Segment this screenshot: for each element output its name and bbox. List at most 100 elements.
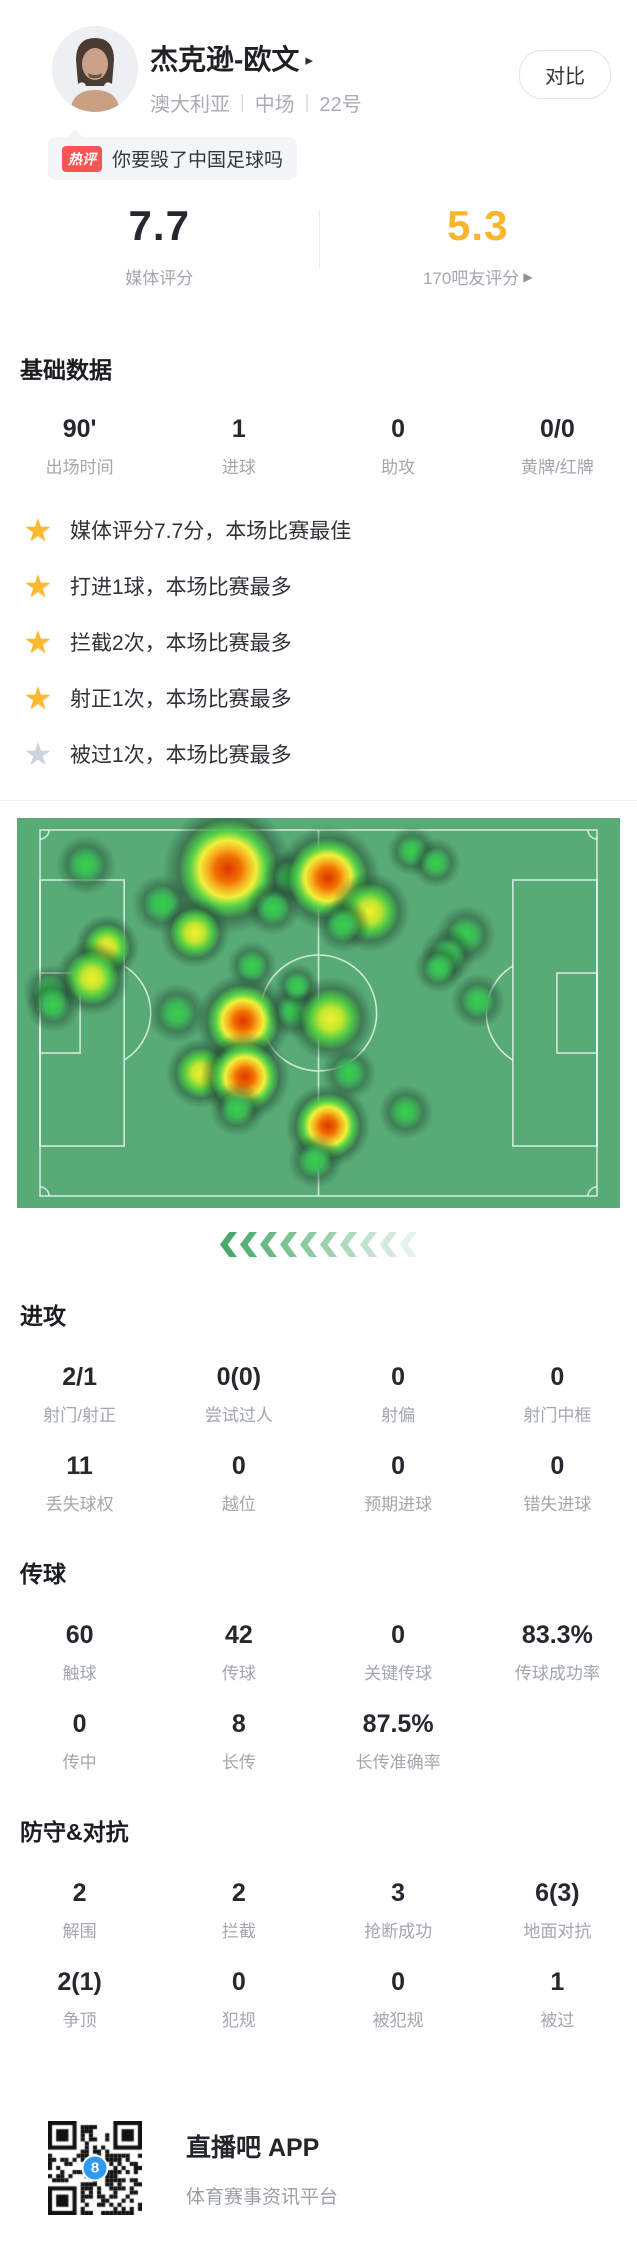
pitch-heatmap [17,818,620,1208]
defense-grid: 2 解围 2 拦截 3 抢断成功 6(3) 地面对抗 2(1) 争顶 0 犯规 … [0,1853,637,2031]
app-logo-badge: 8 [82,2155,109,2182]
stat-cell: 90' 出场时间 [0,391,159,478]
stat-value: 0 [478,1363,637,1392]
footer-text: 直播吧 APP 体育赛事资讯平台 [186,2128,338,2209]
player-number: 22号 [319,88,361,117]
name-expand-icon: ▸ [305,51,313,69]
stat-label: 射偏 [319,1401,478,1426]
stat-value: 0(0) [159,1363,318,1392]
chevron-row [0,1232,637,1257]
stat-label: 犯规 [159,2006,318,2031]
stat-value: 87.5% [319,1710,478,1739]
stat-value: 42 [159,1621,318,1650]
stat-cell: 2/1 射门/射正 [0,1337,159,1426]
stat-label: 黄牌/红牌 [478,453,637,478]
basic-data-grid: 90' 出场时间 1 进球 0 助攻 0/0 黄牌/红牌 [0,391,637,478]
fan-rating: 5.3 170吧友评分 ▶ [319,202,637,289]
stat-value: 1 [159,415,318,444]
chevron-left-icon [260,1232,277,1257]
stat-cell: 87.5% 长传准确率 [319,1684,478,1773]
stat-label: 拦截 [159,1917,318,1942]
highlight-text: 媒体评分7.7分，本场比赛最佳 [70,515,351,545]
stat-cell: 3 抢断成功 [319,1853,478,1942]
stat-cell: 0 越位 [159,1426,318,1515]
player-header: 杰克逊-欧文 ▸ 澳大利亚 | 中场 | 22号 对比 [0,0,637,117]
highlight-text: 被过1次，本场比赛最多 [70,739,292,769]
attack-section: 进攻 2/1 射门/射正 0(0) 尝试过人 0 射偏 0 射门中框 11 丢失… [0,1297,637,1515]
stat-cell: 0 犯规 [159,1942,318,2031]
stat-cell: 1 进球 [159,391,318,478]
stat-cell: 0 被犯规 [319,1942,478,2031]
stat-value: 6(3) [478,1879,637,1908]
stat-cell: 6(3) 地面对抗 [478,1853,637,1942]
stat-label: 长传 [159,1748,318,1773]
stat-value: 0 [319,415,478,444]
hot-comment-bubble[interactable]: 热评 你要毁了中国足球吗 [48,137,297,180]
stat-value: 0 [0,1710,159,1739]
heatmap-section [0,800,637,1257]
stat-label: 长传准确率 [319,1748,478,1773]
player-avatar [52,26,138,112]
stat-cell: 0 传中 [0,1684,159,1773]
highlight-text: 拦截2次，本场比赛最多 [70,627,292,657]
chevron-left-icon [300,1232,317,1257]
stat-cell: 0/0 黄牌/红牌 [478,391,637,478]
stat-label: 错失进球 [478,1490,637,1515]
stat-cell: 0(0) 尝试过人 [159,1337,318,1426]
ratings-row: 7.7 媒体评分 5.3 170吧友评分 ▶ [0,194,637,299]
fan-rating-link[interactable]: 170吧友评分 ▶ [319,264,637,289]
stat-cell: 42 传球 [159,1595,318,1684]
attack-title: 进攻 [20,1297,637,1331]
highlight-item: ★ 射正1次，本场比赛最多 [20,670,637,726]
chevron-left-icon [320,1232,337,1257]
highlight-text: 射正1次，本场比赛最多 [70,683,292,713]
defense-title: 防守&对抗 [20,1813,637,1847]
stat-cell: 11 丢失球权 [0,1426,159,1515]
app-name: 直播吧 APP [186,2128,338,2164]
stat-value: 0 [319,1621,478,1650]
stat-label: 尝试过人 [159,1401,318,1426]
qr-code: 8 [48,2121,142,2215]
stat-label: 进球 [159,453,318,478]
avatar-illustration [52,26,138,112]
stat-value: 3 [319,1879,478,1908]
highlight-item: ★ 媒体评分7.7分，本场比赛最佳 [20,502,637,558]
chevron-right-icon: ▶ [523,270,532,284]
stat-cell: 83.3% 传球成功率 [478,1595,637,1684]
player-position: 中场 [255,88,295,117]
media-rating: 7.7 媒体评分 [0,202,319,289]
stat-label: 抢断成功 [319,1917,478,1942]
stat-label: 传中 [0,1748,159,1773]
star-icon: ★ [20,738,56,770]
stat-label: 被犯规 [319,2006,478,2031]
passing-section: 传球 60 触球 42 传球 0 关键传球 83.3% 传球成功率 0 传中 8… [0,1555,637,1773]
stat-label: 触球 [0,1659,159,1684]
stat-value: 0 [319,1968,478,1997]
player-nationality: 澳大利亚 [150,88,230,117]
fan-rating-value: 5.3 [319,202,637,250]
meta-separator: | [240,92,245,113]
stat-label: 地面对抗 [478,1917,637,1942]
media-rating-label: 媒体评分 [0,264,319,289]
stat-label: 关键传球 [319,1659,478,1684]
star-icon: ★ [20,682,56,714]
highlights-list: ★ 媒体评分7.7分，本场比赛最佳 ★ 打进1球，本场比赛最多 ★ 拦截2次，本… [0,502,637,782]
passing-title: 传球 [20,1555,637,1589]
stat-label: 丢失球权 [0,1490,159,1515]
stat-value: 83.3% [478,1621,637,1650]
stat-label: 被过 [478,2006,637,2031]
stat-label: 射门中框 [478,1401,637,1426]
chevron-left-icon [400,1232,417,1257]
stat-value: 2 [159,1879,318,1908]
chevron-left-icon [380,1232,397,1257]
compare-button[interactable]: 对比 [519,50,611,99]
stat-cell: 0 射门中框 [478,1337,637,1426]
chevron-left-icon [280,1232,297,1257]
fan-rating-label: 170吧友评分 [423,264,519,289]
stat-cell: 0 预期进球 [319,1426,478,1515]
chevron-left-icon [340,1232,357,1257]
stat-value: 11 [0,1452,159,1481]
stat-label: 射门/射正 [0,1401,159,1426]
stat-cell: 2(1) 争顶 [0,1942,159,2031]
defense-section: 防守&对抗 2 解围 2 拦截 3 抢断成功 6(3) 地面对抗 2(1) 争顶… [0,1813,637,2031]
